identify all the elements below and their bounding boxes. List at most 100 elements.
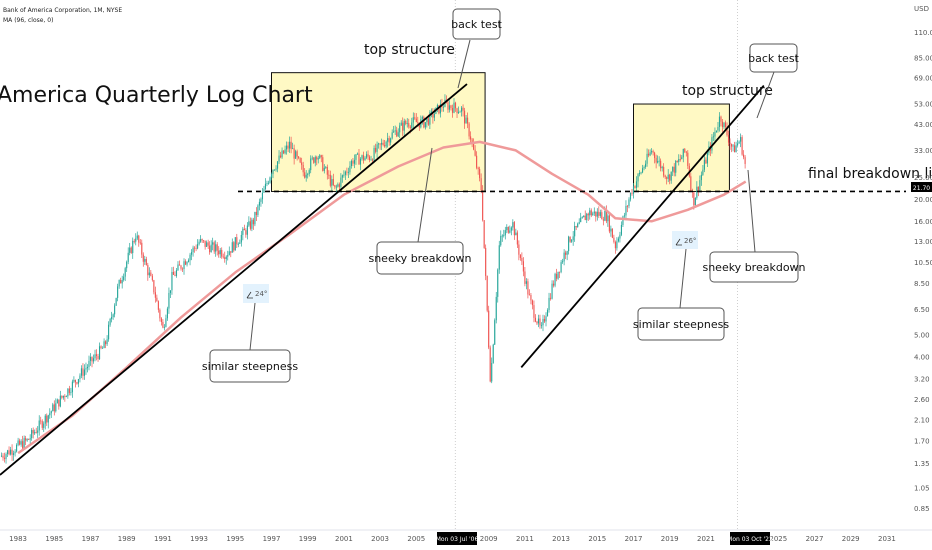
candle-body [162, 321, 164, 328]
candle-body [67, 388, 69, 397]
candle-body [623, 215, 626, 217]
candle-body [433, 113, 435, 118]
candle-body [183, 261, 185, 270]
candle-body [203, 240, 205, 242]
candle-body [310, 158, 312, 171]
candle-body [272, 169, 274, 175]
candle-body [329, 174, 331, 186]
candle-body [245, 230, 247, 235]
candle-body [676, 160, 678, 162]
cursor-date-text-2: Mon 03 Oct '22 [727, 536, 773, 543]
candle-body [442, 106, 445, 108]
candle-body [121, 279, 123, 284]
price-tick-label: 4.00 [914, 354, 930, 362]
candle-body [9, 449, 12, 455]
candle-body [237, 243, 239, 245]
candle-body [255, 211, 257, 215]
candle-body [147, 265, 149, 276]
candle-body [145, 258, 147, 266]
candle-body [198, 241, 200, 245]
time-tick-label: 2003 [371, 535, 389, 543]
candle-body [293, 148, 295, 159]
candle-body [331, 179, 333, 186]
trendline-1[interactable] [0, 83, 468, 476]
time-tick-label: 2021 [697, 535, 715, 543]
candle-body [88, 360, 90, 367]
candle-body [507, 226, 509, 233]
candle-body [264, 183, 267, 190]
similar-steepness-left-text: similar steepness [202, 360, 298, 373]
candle-body [613, 237, 615, 242]
candle-body [518, 244, 520, 255]
candle-body [28, 439, 30, 440]
candle-body [381, 142, 383, 145]
current-price-text: 21.70 [913, 185, 930, 192]
candle-body [587, 213, 589, 216]
candle-body [483, 220, 485, 248]
price-tick-label: 25.00 [914, 174, 932, 182]
candle-body [524, 271, 526, 284]
candle-body [646, 153, 648, 164]
candle-body [720, 116, 722, 122]
candle-body [201, 239, 203, 241]
candle-body [670, 171, 672, 181]
candle-body [394, 130, 396, 132]
candle-body [190, 252, 193, 255]
candle-body [733, 145, 736, 153]
top-structure-left-label: top structure [364, 42, 455, 58]
candle-body [299, 158, 301, 163]
price-axis[interactable]: USD 110.00 85.00 69.00 53.00 43.00 33.00 25.00… [914, 5, 932, 513]
candle-body [533, 305, 535, 318]
price-tick-label: 2.60 [914, 396, 930, 404]
candle-body [551, 283, 553, 299]
candle-body [557, 271, 559, 279]
candle-body [488, 310, 490, 348]
candle-body [11, 449, 13, 455]
candle-body [575, 226, 577, 228]
time-tick-label: 2001 [335, 535, 353, 543]
candle-body [218, 250, 220, 255]
candle-body [142, 254, 144, 262]
time-tick-label: 1993 [190, 535, 208, 543]
candle-body [515, 232, 517, 236]
candle-body [616, 241, 618, 249]
candle-body [240, 234, 242, 243]
time-tick-label: 2013 [552, 535, 570, 543]
candle-body [510, 227, 512, 231]
candle-body [31, 430, 33, 439]
candle-body [628, 199, 630, 207]
candle-body [572, 236, 574, 241]
current-price-tag: 21.70 [911, 182, 932, 192]
candle-body [175, 270, 178, 276]
candle-body [2, 455, 4, 458]
trendline-2[interactable] [520, 84, 765, 368]
candle-body [705, 159, 707, 164]
candle-body [489, 347, 491, 382]
final-breakdown-label: final breakdown line [808, 166, 932, 182]
candle-body [221, 249, 223, 257]
candle-body [17, 440, 19, 445]
candle-body [467, 117, 469, 124]
candle-body [139, 242, 141, 244]
time-axis[interactable]: 1983 1985 1987 1989 1991 1993 1995 1997 1999 2001… [9, 535, 896, 543]
candle-body [495, 296, 497, 321]
back-test-callout-left: back test [451, 8, 503, 40]
candle-body [714, 131, 716, 137]
candle-body [320, 155, 322, 158]
candle-body [492, 344, 494, 364]
candle-body [194, 247, 196, 249]
candle-body [83, 369, 86, 376]
candle-body [703, 159, 705, 170]
candle-body [657, 161, 659, 163]
candle-body [721, 121, 724, 128]
candle-body [29, 438, 31, 440]
candle-body [699, 180, 701, 191]
candle-body [408, 123, 410, 127]
candle-body [521, 257, 523, 262]
sneeky-breakdown-callout-right: sneeky breakdown [702, 251, 806, 283]
candle-body [239, 242, 241, 244]
candle-body [447, 102, 449, 110]
candle-body [543, 318, 546, 322]
candle-body [617, 238, 619, 242]
